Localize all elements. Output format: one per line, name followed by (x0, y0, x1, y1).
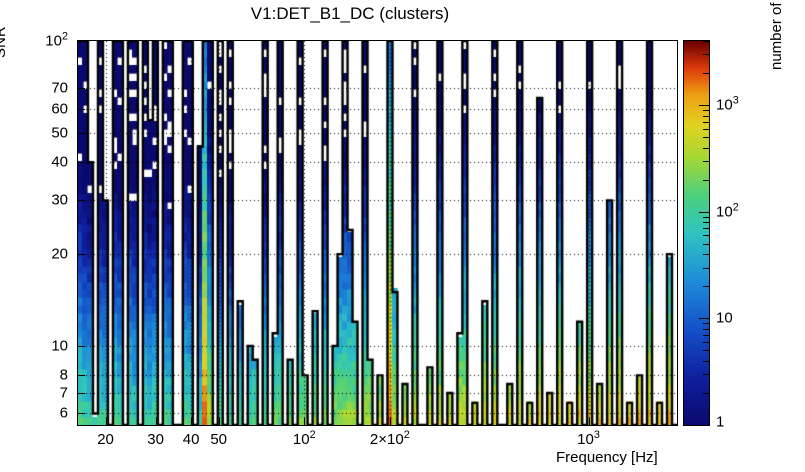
x-tick-mark-2 (191, 418, 192, 425)
colorbar-tick-mark (703, 286, 710, 287)
colorbar-tick-mark (699, 105, 710, 106)
colorbar-tick-mark (699, 318, 710, 319)
colorbar-tick-mark (703, 110, 710, 111)
y-tick-mark-9 (78, 393, 85, 394)
x-tick-mark-0 (106, 418, 107, 425)
y-tick-label-3: 50 (51, 124, 68, 142)
colorbar-tick-mark (703, 254, 710, 255)
y-tick-label-1: 70 (51, 79, 68, 97)
x-tick-label-2: 40 (182, 431, 200, 448)
y-tick-mark-3 (78, 133, 85, 134)
colorbar-tick-mark (703, 393, 710, 394)
colorbar-tick-mark (703, 228, 710, 229)
y-tick-label-8: 8 (59, 366, 68, 384)
x-tick-label-5: 2×102 (369, 429, 410, 448)
y-tick-mark-8 (78, 375, 85, 376)
colorbar-tick-mark (703, 350, 710, 351)
colorbar-tick-label-0: 1 (716, 413, 725, 431)
y-tick-mark-1 (78, 88, 85, 89)
x-tick-mark-5 (390, 418, 391, 425)
x-axis-title: Frequency [Hz] (556, 449, 658, 466)
y-tick-label-10: 6 (59, 404, 68, 422)
colorbar (683, 40, 710, 426)
colorbar-tick-mark (699, 212, 710, 213)
colorbar-tick-mark (703, 361, 710, 362)
colorbar-tick-mark (703, 217, 710, 218)
colorbar-gradient (684, 41, 709, 425)
colorbar-tick-label-1: 10 (716, 309, 733, 327)
y-tick-label-9: 7 (59, 384, 68, 402)
colorbar-tick-mark (703, 137, 710, 138)
gridlines-canvas (78, 41, 677, 425)
y-axis-title: SNR (0, 26, 9, 58)
colorbar-tick-mark (703, 54, 710, 55)
y-tick-mark-2 (78, 109, 85, 110)
y-tick-label-5: 30 (51, 191, 68, 209)
x-tick-label-3: 50 (210, 431, 227, 448)
colorbar-tick-mark (703, 342, 710, 343)
colorbar-tick-label-2: 102 (716, 201, 739, 221)
colorbar-tick-mark (703, 329, 710, 330)
colorbar-tick-mark (703, 122, 710, 123)
colorbar-tick-mark (703, 73, 710, 74)
x-tick-label-1: 30 (147, 431, 164, 448)
y-tick-mark-6 (78, 254, 85, 255)
colorbar-tick-mark (703, 161, 710, 162)
y-tick-label-4: 40 (51, 153, 68, 171)
colorbar-tick-mark (703, 374, 710, 375)
y-tick-mark-4 (78, 162, 85, 163)
y-tick-mark-7 (78, 346, 85, 347)
x-tick-mark-6 (589, 418, 590, 425)
y-tick-mark-10 (78, 413, 85, 414)
heatmap-plot-area (77, 40, 678, 426)
x-tick-label-4: 102 (292, 429, 316, 448)
colorbar-tick-mark (703, 235, 710, 236)
colorbar-tick-mark (703, 323, 710, 324)
y-tick-mark-0 (78, 41, 85, 42)
y-tick-label-7: 10 (51, 337, 68, 355)
colorbar-tick-mark (703, 129, 710, 130)
colorbar-tick-mark (703, 116, 710, 117)
y-tick-label-2: 60 (51, 100, 68, 118)
x-tick-mark-1 (156, 418, 157, 425)
chart-title: V1:DET_B1_DC (clusters) (250, 4, 450, 23)
colorbar-title: number of clusters (768, 0, 785, 70)
colorbar-tick-mark (703, 148, 710, 149)
x-tick-mark-3 (219, 418, 220, 425)
y-tick-label-6: 20 (51, 245, 68, 263)
colorbar-tick-mark (703, 222, 710, 223)
x-tick-label-6: 103 (577, 429, 600, 448)
x-tick-mark-4 (304, 418, 305, 425)
y-tick-mark-5 (78, 200, 85, 201)
colorbar-tick-label-3: 103 (716, 94, 739, 114)
y-axis-labels: 102 70 60 50 40 30 20 10 8 7 6 (0, 0, 72, 472)
x-tick-label-0: 20 (97, 431, 114, 448)
colorbar-tick-mark (703, 41, 710, 42)
colorbar-tick-mark (703, 335, 710, 336)
colorbar-tick-mark (703, 244, 710, 245)
colorbar-tick-mark (699, 425, 710, 426)
colorbar-tick-mark (703, 268, 710, 269)
colorbar-tick-mark (703, 180, 710, 181)
y-tick-label-0: 102 (45, 30, 68, 50)
